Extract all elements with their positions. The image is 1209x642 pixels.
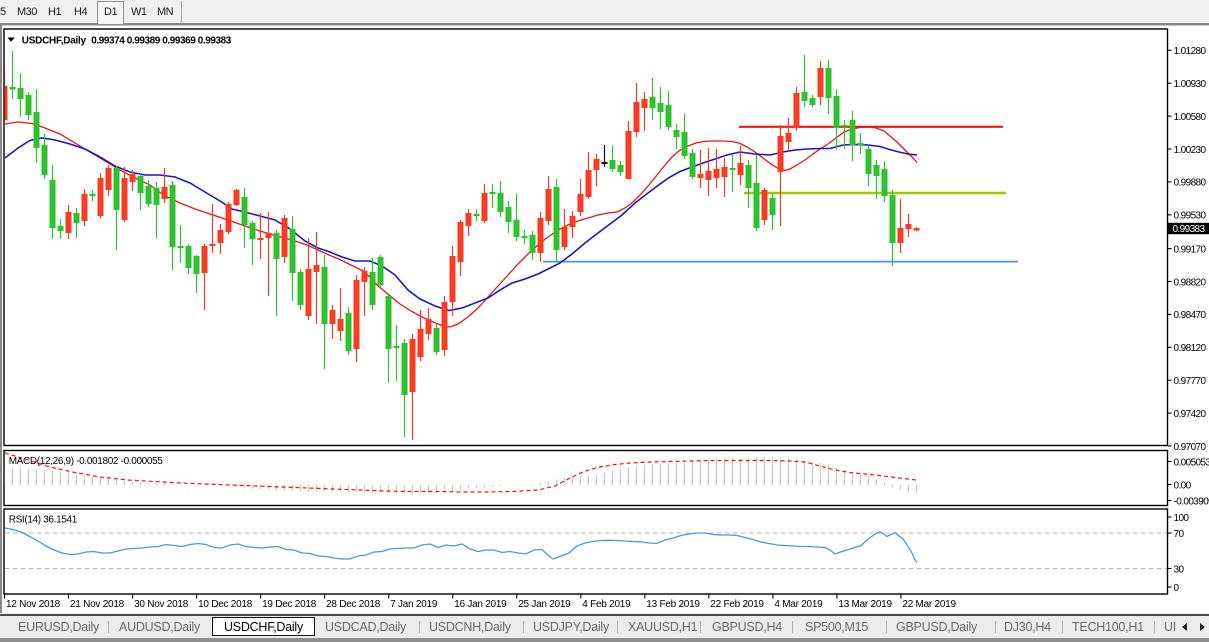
svg-text:0.99530: 0.99530 (1174, 211, 1207, 222)
svg-text:0.99170: 0.99170 (1174, 244, 1207, 255)
svg-text:0.99374 0.99389 0.99369 0.9938: 0.99374 0.99389 0.99369 0.99383 (91, 36, 231, 47)
svg-text:0.97770: 0.97770 (1174, 376, 1207, 387)
svg-text:7 Jan 2019: 7 Jan 2019 (390, 599, 438, 610)
svg-text:0.98470: 0.98470 (1174, 310, 1207, 321)
svg-text:12 Nov 2018: 12 Nov 2018 (6, 599, 61, 610)
svg-text:0.00: 0.00 (1174, 480, 1192, 491)
svg-text:4 Feb 2019: 4 Feb 2019 (582, 599, 631, 610)
svg-text:1.00230: 1.00230 (1174, 145, 1207, 156)
svg-text:21 Nov 2018: 21 Nov 2018 (70, 599, 125, 610)
svg-text:22 Mar 2019: 22 Mar 2019 (902, 599, 956, 610)
svg-text:1.01280: 1.01280 (1174, 46, 1207, 57)
svg-text:13 Mar 2019: 13 Mar 2019 (838, 599, 892, 610)
svg-text:1.00930: 1.00930 (1174, 79, 1207, 90)
svg-text:MACD(12,26,9) -0.001802 -0.000: MACD(12,26,9) -0.001802 -0.000055 (9, 456, 164, 467)
svg-text:USDCHF,Daily: USDCHF,Daily (22, 36, 87, 47)
svg-text:0.99880: 0.99880 (1174, 178, 1207, 189)
svg-text:-0.003909: -0.003909 (1174, 496, 1209, 507)
svg-text:28 Dec 2018: 28 Dec 2018 (326, 599, 381, 610)
svg-text:0.97070: 0.97070 (1174, 442, 1207, 453)
svg-text:100: 100 (1174, 513, 1190, 524)
svg-text:19 Dec 2018: 19 Dec 2018 (262, 599, 317, 610)
svg-text:0.97420: 0.97420 (1174, 409, 1207, 420)
svg-text:4 Mar 2019: 4 Mar 2019 (774, 599, 823, 610)
svg-text:70: 70 (1174, 529, 1185, 540)
svg-text:0.98120: 0.98120 (1174, 343, 1207, 354)
svg-text:30 Nov 2018: 30 Nov 2018 (134, 599, 189, 610)
svg-text:10 Dec 2018: 10 Dec 2018 (198, 599, 253, 610)
svg-text:30: 30 (1174, 564, 1185, 575)
svg-text:0: 0 (1174, 583, 1180, 594)
svg-text:0.005053: 0.005053 (1174, 457, 1209, 468)
svg-text:22 Feb 2019: 22 Feb 2019 (710, 599, 764, 610)
svg-text:13 Feb 2019: 13 Feb 2019 (646, 599, 700, 610)
svg-text:16 Jan 2019: 16 Jan 2019 (454, 599, 507, 610)
svg-text:RSI(14) 36.1541: RSI(14) 36.1541 (9, 515, 78, 526)
svg-text:0.98820: 0.98820 (1174, 277, 1207, 288)
svg-text:1.00580: 1.00580 (1174, 112, 1207, 123)
svg-text:25 Jan 2019: 25 Jan 2019 (518, 599, 571, 610)
svg-text:0.99383: 0.99383 (1173, 224, 1206, 235)
